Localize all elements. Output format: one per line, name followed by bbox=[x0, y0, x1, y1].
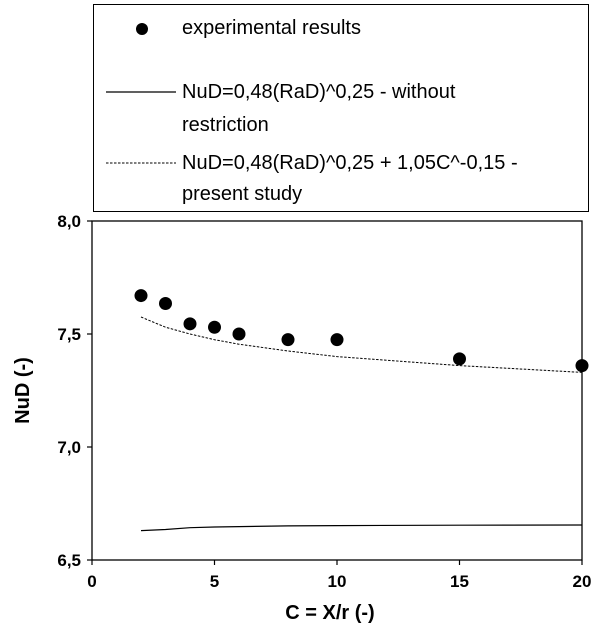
line-present-study bbox=[140, 316, 583, 373]
x-tick-label: 15 bbox=[450, 572, 469, 591]
data-point-experimental bbox=[232, 327, 246, 341]
data-point-experimental bbox=[330, 333, 344, 347]
legend-label-without-restriction-1: NuD=0,48(RaD)^0,25 - without bbox=[182, 81, 456, 103]
data-point-experimental bbox=[453, 352, 466, 366]
data-point-experimental bbox=[183, 317, 197, 331]
legend-label-present-study-2: present study bbox=[182, 183, 303, 205]
x-tick-label: 10 bbox=[328, 572, 347, 591]
x-tick-label: 5 bbox=[210, 572, 219, 591]
line-without-restriction bbox=[140, 524, 583, 532]
y-tick-label: 7,5 bbox=[57, 325, 81, 344]
x-tick-label: 20 bbox=[573, 572, 592, 591]
y-axis-label: NuD (-) bbox=[12, 357, 34, 424]
legend bbox=[93, 4, 589, 212]
data-point-experimental bbox=[208, 320, 221, 334]
data-point-experimental bbox=[281, 333, 295, 347]
y-tick-label: 6,5 bbox=[57, 551, 81, 570]
y-tick-label: 7,0 bbox=[57, 438, 81, 457]
legend-label-experimental: experimental results bbox=[182, 17, 361, 39]
x-axis-label: C = X/r (-) bbox=[285, 602, 374, 624]
legend-label-present-study-1: NuD=0,48(RaD)^0,25 + 1,05C^-0,15 - bbox=[182, 152, 518, 174]
plot-area bbox=[91, 220, 583, 561]
data-point-experimental bbox=[159, 296, 172, 310]
legend-label-without-restriction-2: restriction bbox=[182, 114, 269, 136]
x-tick-label: 0 bbox=[87, 572, 96, 591]
data-point-experimental bbox=[134, 289, 148, 303]
legend-marker-experimental bbox=[136, 23, 148, 35]
y-tick-label: 8,0 bbox=[57, 212, 81, 231]
data-point-experimental bbox=[575, 359, 589, 373]
